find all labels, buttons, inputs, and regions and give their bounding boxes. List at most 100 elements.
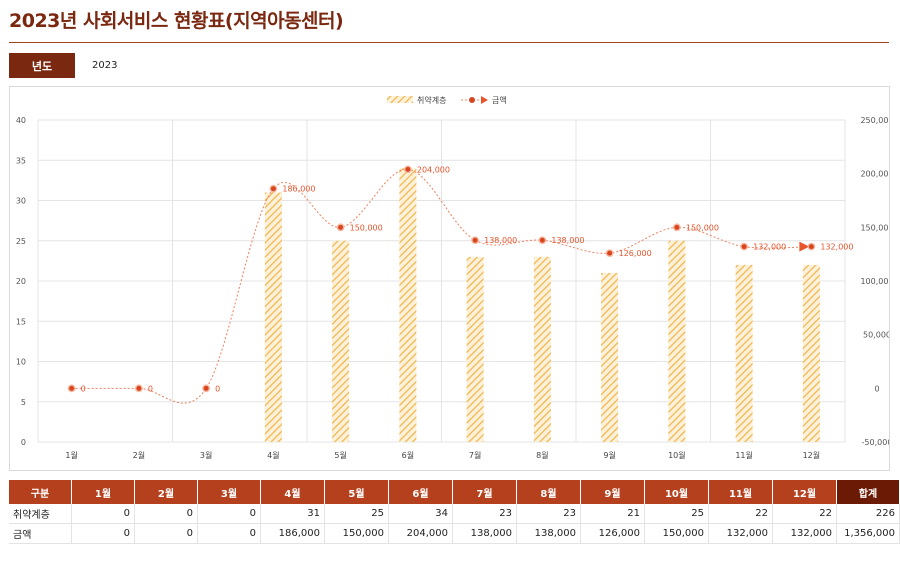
- line-data-label: 132,000: [753, 243, 786, 252]
- table-cell: 25: [324, 504, 389, 524]
- x-tick-label: 8월: [536, 450, 548, 460]
- x-tick-label: 4월: [267, 450, 279, 460]
- chart-area: 0 5 10 15 20 25 30 35 40 -50,000 0 50,000 100,000 150…: [9, 86, 890, 471]
- table-cell: 0: [71, 523, 135, 544]
- y-right-tick-label: 50,000: [863, 331, 889, 340]
- table-cell: 150,000: [644, 523, 709, 544]
- y-left-tick-label: 0: [21, 438, 26, 447]
- table-cell: 31: [260, 504, 325, 524]
- bar-4월: [264, 192, 282, 442]
- line-point-2월: [134, 384, 143, 393]
- y-right-tick-label: 100,000: [860, 277, 889, 286]
- table-row: 취약계층 0 0 0 31 25 34 23 23 21 25 22 22 226: [9, 504, 900, 524]
- table-cell: 204,000: [388, 523, 453, 544]
- table-header-month: 10월: [644, 480, 709, 504]
- y-left-tick-label: 15: [16, 317, 26, 326]
- line-point-12월: [807, 242, 816, 251]
- x-tick-label: 3월: [200, 450, 212, 460]
- line-point-5월: [336, 223, 345, 232]
- line-point-3월: [202, 384, 211, 393]
- table-cell: 23: [516, 504, 581, 524]
- table-cell: 25: [644, 504, 709, 524]
- y-left-tick-label: 5: [21, 398, 26, 407]
- table-row: 금액 0 0 0 186,000 150,000 204,000 138,000 138,000…: [9, 523, 900, 544]
- line-point-4월: [269, 184, 278, 193]
- table-header-month: 3월: [197, 480, 261, 504]
- x-tick-label: 9월: [603, 450, 615, 460]
- line-data-label: 150,000: [686, 223, 719, 232]
- legend-bar-swatch: [387, 96, 413, 103]
- row-label: 취약계층: [9, 504, 72, 524]
- bar-6월: [399, 168, 417, 443]
- table-cell: 21: [580, 504, 645, 524]
- line-point-1월: [67, 384, 76, 393]
- table-cell: 186,000: [260, 523, 325, 544]
- row-total: 226: [836, 504, 900, 524]
- table-cell: 138,000: [516, 523, 581, 544]
- x-tick-label: 1월: [65, 450, 77, 460]
- bar-11월: [735, 264, 753, 442]
- line-point-9월: [605, 249, 614, 257]
- line-data-label: 186,000: [282, 185, 315, 194]
- line-data-label: 0: [81, 384, 86, 393]
- line-point-11월: [740, 242, 749, 251]
- year-label: 년도: [9, 53, 75, 78]
- bar-12월: [802, 264, 820, 442]
- table-header-month: 9월: [580, 480, 645, 504]
- bar-5월: [332, 240, 350, 442]
- line-point-6월: [403, 165, 412, 174]
- line-point-10월: [672, 223, 681, 232]
- y-right-tick-label: 200,000: [860, 170, 889, 179]
- table-cell: 0: [71, 504, 135, 524]
- line-data-label: 138,000: [551, 236, 584, 245]
- line-data-label: 138,000: [484, 236, 517, 245]
- table-body: 취약계층 0 0 0 31 25 34 23 23 21 25 22 22 226 금액 0 0 0 186,000…: [9, 504, 900, 544]
- line-data-label: 132,000: [820, 243, 853, 252]
- row-total: 1,356,000: [836, 523, 900, 544]
- bar-9월: [601, 272, 619, 442]
- table-cell: 0: [134, 523, 198, 544]
- table-header-month: 12월: [772, 480, 837, 504]
- table-cell: 0: [134, 504, 198, 524]
- row-label: 금액: [9, 523, 72, 544]
- x-tick-label: 10월: [668, 450, 686, 460]
- table-header-month: 7월: [452, 480, 517, 504]
- table-header-row: 구분 1월 2월 3월 4월 5월 6월 7월 8월 9월 10월 11월 12월 합계: [9, 480, 900, 504]
- y-left-tick-label: 40: [16, 116, 26, 125]
- table-header-month: 6월: [388, 480, 453, 504]
- legend-line-label: 금액: [492, 95, 507, 105]
- legend-bar-label: 취약계층: [417, 95, 446, 105]
- y-left-tick-label: 25: [16, 237, 26, 246]
- table-cell: 126,000: [580, 523, 645, 544]
- y-right-tick-label: 250,000: [860, 116, 889, 125]
- table-header-month: 4월: [260, 480, 325, 504]
- legend-line-arrow: [481, 96, 488, 104]
- x-tick-label: 12월: [803, 450, 821, 460]
- line-data-label: 126,000: [619, 249, 652, 258]
- year-value[interactable]: 2023: [92, 60, 118, 71]
- line-end-arrow: [799, 241, 810, 252]
- table-header-total: 합계: [836, 480, 900, 504]
- table-header-category: 구분: [9, 480, 72, 504]
- bar-10월: [668, 240, 686, 442]
- line-data-label: 204,000: [417, 165, 450, 174]
- table-cell: 34: [388, 504, 453, 524]
- page-title: 2023년 사회서비스 현황표(지역아동센터): [9, 10, 344, 32]
- table-cell: 22: [772, 504, 837, 524]
- combo-chart: 0 5 10 15 20 25 30 35 40 -50,000 0 50,000 100,000 150…: [16, 95, 889, 460]
- table-header-month: 11월: [708, 480, 773, 504]
- line-data-label: 150,000: [350, 223, 383, 232]
- table-cell: 138,000: [452, 523, 517, 544]
- y-left-tick-label: 35: [16, 156, 26, 165]
- table-cell: 0: [197, 523, 261, 544]
- line-data-label: 0: [215, 384, 220, 393]
- y-right-tick-label: -50,000: [862, 438, 889, 447]
- table-cell: 0: [197, 504, 261, 524]
- table-header-month: 8월: [516, 480, 581, 504]
- legend-line-marker: [469, 97, 475, 103]
- y-right-tick-label: 150,000: [860, 223, 889, 232]
- table-cell: 132,000: [708, 523, 773, 544]
- table-cell: 22: [708, 504, 773, 524]
- line-point-8월: [538, 236, 547, 245]
- x-tick-label: 5월: [334, 450, 346, 460]
